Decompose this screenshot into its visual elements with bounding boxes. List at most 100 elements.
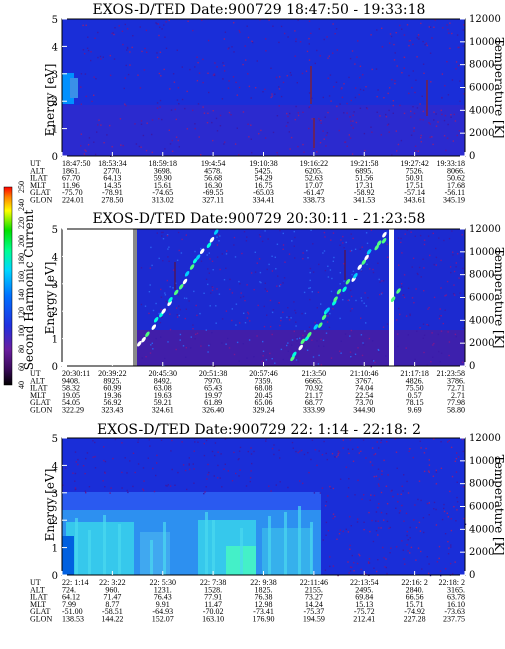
- noise-dot: [223, 468, 225, 470]
- noise-dot: [439, 315, 441, 317]
- noise-dot: [382, 546, 384, 549]
- noise-dot: [397, 237, 400, 239]
- noise-dot: [205, 439, 208, 442]
- noise-dot: [93, 94, 95, 96]
- bright-blob: [313, 324, 319, 330]
- noise-dot: [288, 253, 291, 255]
- noise-dot: [316, 151, 318, 153]
- noise-dot: [438, 350, 440, 353]
- noise-dot: [385, 231, 388, 233]
- y-tick-label: 4: [52, 252, 58, 263]
- panel-2-edge-trace: [389, 229, 394, 366]
- noise-dot: [373, 475, 375, 478]
- ephemeris-value: 334.41: [253, 196, 275, 205]
- noise-dot: [194, 250, 196, 253]
- noise-dot: [266, 290, 268, 292]
- noise-dot: [215, 305, 217, 307]
- ephemeris-value: 75.50: [406, 384, 424, 393]
- noise-dot: [74, 472, 77, 475]
- noise-dot: [354, 87, 357, 89]
- noise-dot: [149, 284, 151, 286]
- noise-dot: [413, 519, 415, 521]
- y2-tick-label: 8000: [469, 270, 494, 281]
- noise-dot: [343, 280, 345, 282]
- noise-dot: [152, 467, 154, 470]
- noise-dot: [329, 269, 332, 271]
- noise-dot: [210, 292, 212, 294]
- noise-dot: [323, 231, 326, 234]
- noise-dot: [308, 106, 311, 108]
- noise-dot: [226, 250, 228, 252]
- noise-dot: [456, 509, 458, 511]
- noise-dot: [352, 127, 354, 129]
- panel-3-speckle: [62, 438, 467, 577]
- noise-dot: [390, 490, 392, 492]
- noise-dot: [109, 492, 111, 494]
- ephemeris-value: 61.89: [204, 398, 222, 407]
- noise-dot: [439, 361, 441, 363]
- noise-dot: [162, 231, 164, 234]
- noise-dot: [190, 347, 192, 349]
- noise-dot: [140, 123, 143, 125]
- noise-dot: [348, 299, 350, 301]
- noise-dot: [294, 30, 296, 32]
- noise-dot: [268, 485, 270, 487]
- noise-dot: [385, 355, 387, 357]
- noise-dot: [372, 268, 374, 271]
- noise-dot: [347, 561, 349, 563]
- noise-dot: [83, 153, 86, 155]
- noise-dot: [233, 353, 236, 356]
- ephemeris-row-label: GLAT: [30, 607, 51, 616]
- noise-dot: [342, 447, 344, 449]
- noise-dot: [203, 442, 205, 445]
- noise-dot: [429, 52, 432, 54]
- noise-dot: [167, 301, 169, 304]
- bright-blob: [173, 289, 179, 296]
- noise-dot: [350, 357, 352, 359]
- noise-dot: [97, 31, 99, 34]
- noise-dot: [455, 335, 457, 338]
- noise-dot: [449, 490, 451, 493]
- noise-dot: [332, 517, 334, 520]
- ephemeris-value: 64.12: [62, 593, 80, 602]
- noise-dot: [223, 64, 225, 67]
- noise-dot: [371, 340, 374, 342]
- noise-dot: [427, 235, 430, 237]
- noise-dot: [347, 487, 350, 489]
- noise-dot: [246, 236, 248, 238]
- ephemeris-value: 66.56: [406, 593, 424, 602]
- noise-dot: [124, 457, 126, 459]
- bright-blob: [298, 344, 303, 351]
- noise-dot: [150, 246, 152, 249]
- noise-dot: [244, 45, 246, 47]
- noise-dot: [80, 73, 83, 75]
- ephemeris-row-label: MLT: [30, 600, 46, 609]
- panel-2-edge-trace: [133, 229, 137, 366]
- noise-dot: [84, 73, 87, 75]
- noise-dot: [404, 233, 406, 235]
- noise-dot: [367, 561, 370, 563]
- noise-dot: [271, 333, 273, 336]
- noise-dot: [426, 502, 429, 505]
- noise-dot: [364, 573, 367, 575]
- noise-dot: [279, 76, 281, 78]
- noise-dot: [433, 342, 435, 345]
- noise-dot: [325, 332, 328, 334]
- y-tick-label: 3: [52, 280, 58, 291]
- noise-dot: [244, 299, 246, 302]
- noise-dot: [216, 288, 218, 290]
- noise-dot: [309, 271, 311, 274]
- noise-dot: [354, 494, 356, 496]
- noise-dot: [319, 492, 322, 494]
- noise-dot: [280, 317, 282, 319]
- noise-dot: [314, 62, 316, 65]
- noise-dot: [127, 73, 130, 76]
- noise-dot: [218, 234, 220, 236]
- noise-dot: [295, 105, 297, 108]
- ephemeris-value: 313.02: [152, 196, 174, 205]
- noise-dot: [177, 294, 179, 296]
- noise-dot: [114, 438, 117, 441]
- ephemeris-value: 14.35: [103, 181, 121, 190]
- noise-dot: [414, 235, 416, 237]
- noise-dot: [445, 149, 447, 152]
